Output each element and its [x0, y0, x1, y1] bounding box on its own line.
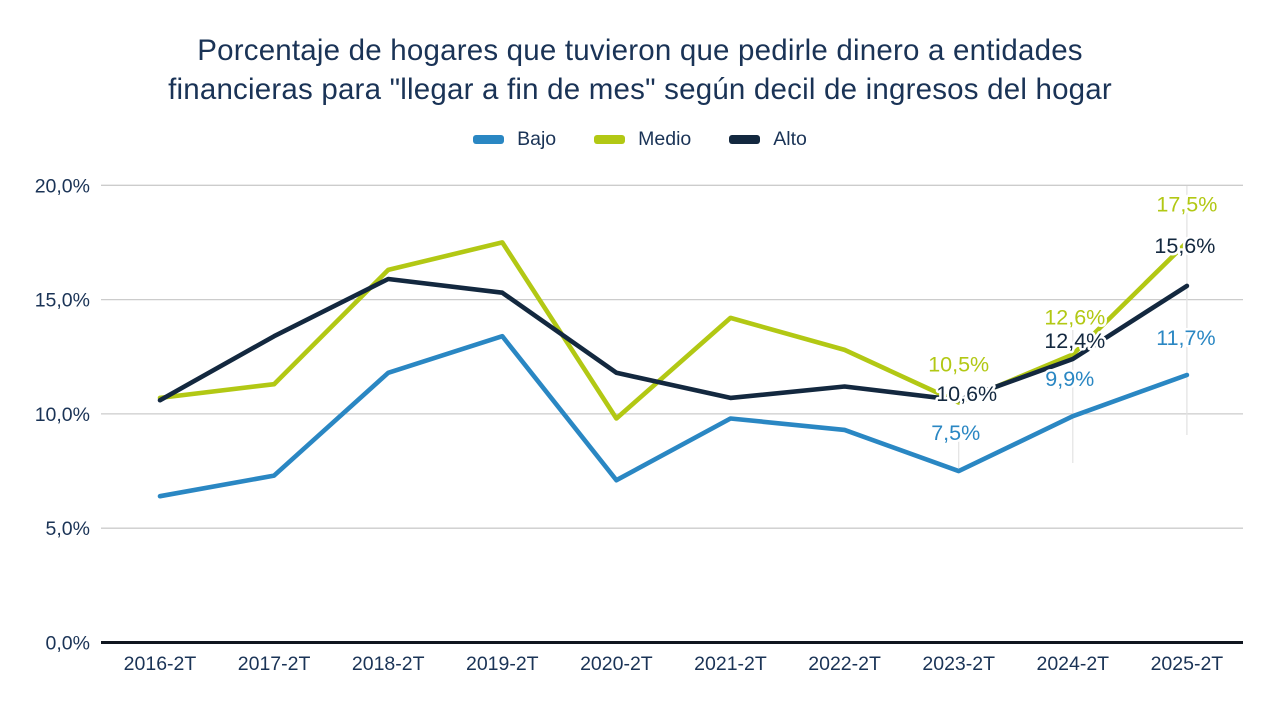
data-label-medio-2025-2T: 17,5%	[1156, 192, 1217, 216]
x-axis-label: 2025-2T	[1151, 653, 1224, 675]
legend: Bajo Medio Alto	[0, 128, 1280, 151]
data-label-medio-2024-2T: 12,6%	[1044, 305, 1105, 329]
chart-title-line-1: Porcentaje de hogares que tuvieron que p…	[197, 34, 1083, 67]
y-tick-label: 15,0%	[35, 290, 90, 312]
legend-label: Bajo	[517, 128, 557, 150]
data-label-bajo-2023-2T: 7,5%	[931, 421, 980, 445]
legend-item-alto[interactable]: Alto	[729, 128, 807, 151]
x-axis-label: 2016-2T	[124, 653, 197, 675]
chart-title: Porcentaje de hogares que tuvieron que p…	[0, 31, 1280, 109]
y-tick-label: 10,0%	[35, 404, 90, 426]
x-axis-label: 2021-2T	[694, 653, 767, 675]
x-axis-label: 2022-2T	[808, 653, 881, 675]
data-label-alto-2025-2T: 15,6%	[1154, 234, 1215, 258]
x-axis-label: 2019-2T	[466, 653, 539, 675]
y-tick-label: 20,0%	[35, 175, 90, 197]
legend-swatch-icon	[594, 135, 626, 144]
legend-item-bajo[interactable]: Bajo	[473, 128, 556, 151]
x-axis-label: 2020-2T	[580, 653, 653, 675]
data-label-bajo-2025-2T: 11,7%	[1156, 326, 1215, 350]
x-axis-label: 2017-2T	[238, 653, 311, 675]
legend-swatch-icon	[473, 135, 505, 144]
data-label-bajo-2024-2T: 9,9%	[1045, 367, 1094, 391]
legend-swatch-icon	[729, 135, 761, 144]
data-label-medio-2023-2T: 10,5%	[928, 352, 989, 376]
data-label-alto-2023-2T: 10,6%	[936, 382, 997, 406]
y-tick-label: 5,0%	[46, 518, 90, 540]
series-line-alto	[157, 276, 1190, 403]
legend-label: Medio	[638, 128, 692, 150]
x-axis-label: 2024-2T	[1036, 653, 1109, 675]
legend-item-medio[interactable]: Medio	[594, 128, 691, 151]
data-label-alto-2024-2T: 12,4%	[1044, 329, 1105, 353]
series-line-bajo	[157, 333, 1190, 499]
chart-title-line-2: financieras para "llegar a fin de mes" s…	[168, 73, 1112, 106]
y-tick-label: 0,0%	[46, 633, 90, 655]
x-axis-label: 2023-2T	[922, 653, 995, 675]
legend-label: Alto	[773, 128, 807, 150]
series-line-medio	[157, 240, 1190, 421]
x-axis-label: 2018-2T	[352, 653, 425, 675]
